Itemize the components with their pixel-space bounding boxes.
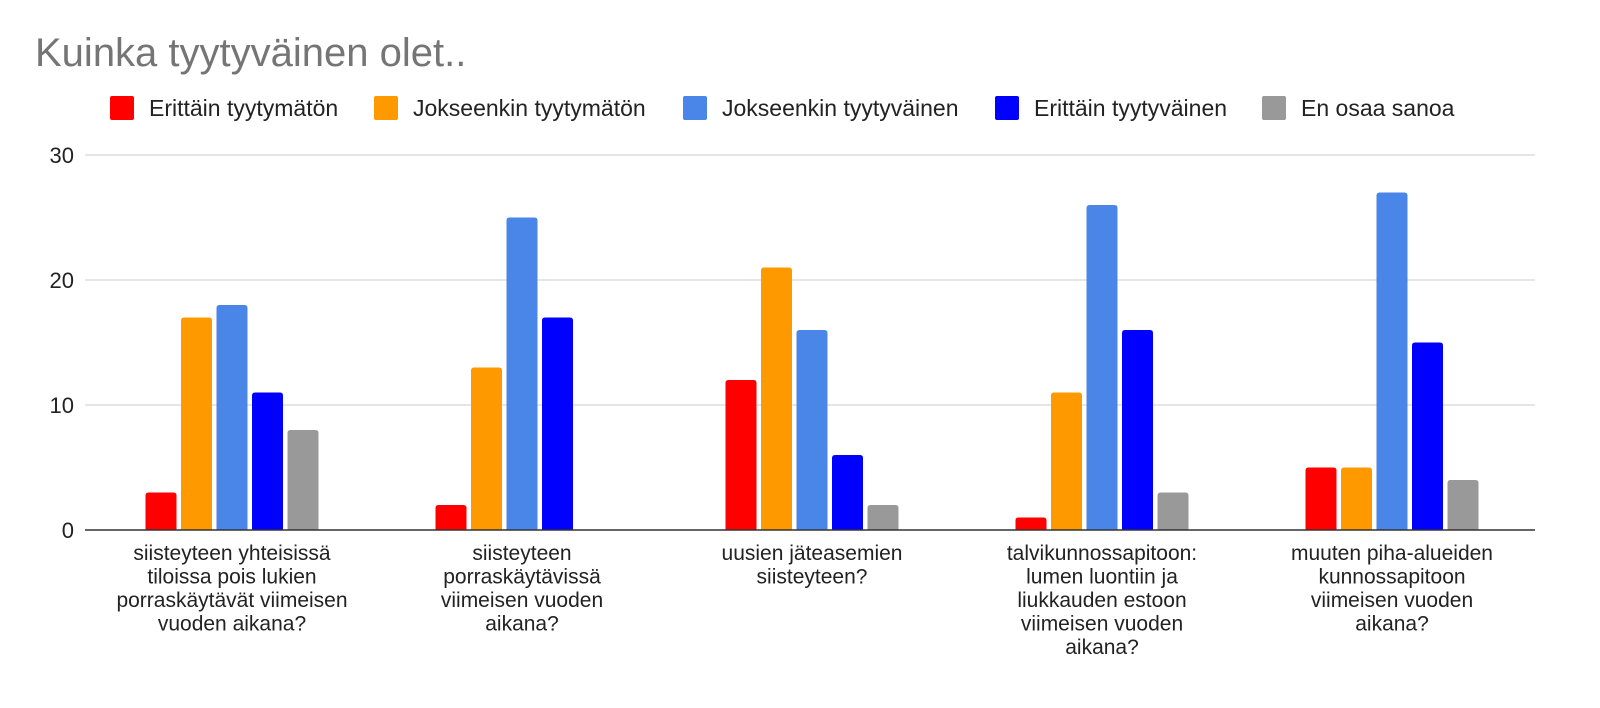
legend-label: En osaa sanoa: [1301, 95, 1455, 121]
legend-swatch: [110, 96, 134, 120]
x-tick-label-line: aikana?: [1065, 636, 1139, 659]
bar: [761, 267, 792, 530]
x-tick-label-line: tiloissa pois lukien: [147, 566, 316, 589]
x-tick-label-line: porraskäytävät viimeisen: [116, 589, 347, 612]
x-tick-label-line: viimeisen vuoden: [441, 589, 603, 612]
x-tick-label: talvikunnossapitoon:lumen luontiin jaliu…: [1007, 542, 1197, 659]
bar: [725, 380, 757, 530]
bar: [1157, 492, 1189, 530]
bar: [1376, 192, 1408, 530]
y-tick-label: 20: [50, 268, 74, 293]
legend-item: Jokseenkin tyytyväinen: [683, 95, 959, 121]
x-tick-label-line: siisteyteen?: [757, 566, 868, 589]
y-tick-label: 10: [50, 393, 74, 418]
y-axis-ticks: 0 10 20 30: [50, 143, 74, 543]
x-tick-label-line: viimeisen vuoden: [1311, 589, 1473, 612]
legend-label: Jokseenkin tyytyväinen: [722, 95, 959, 121]
bar: [181, 317, 212, 530]
x-tick-label: muuten piha-alueidenkunnossapitoonviimei…: [1291, 542, 1493, 636]
bar: [1305, 467, 1337, 530]
x-tick-label-line: porraskäytävissä: [443, 566, 601, 589]
x-tick-label-line: lumen luontiin ja: [1026, 566, 1178, 589]
bars: [145, 192, 1479, 530]
x-tick-label-line: viimeisen vuoden: [1021, 613, 1183, 636]
x-tick-label-line: uusien jäteasemien: [722, 542, 903, 565]
legend-label: Erittäin tyytyväinen: [1034, 95, 1227, 121]
x-tick-label-line: siisteyteen: [472, 542, 571, 565]
x-tick-label-line: aikana?: [1355, 613, 1429, 636]
bar: [1015, 517, 1047, 530]
legend-item: Erittäin tyytyväinen: [995, 95, 1227, 121]
bar: [506, 217, 538, 530]
x-tick-label-line: talvikunnossapitoon:: [1007, 542, 1197, 565]
bar: [1412, 342, 1443, 530]
bar: [1341, 467, 1372, 530]
y-tick-label: 30: [50, 143, 74, 168]
bar: [1122, 330, 1153, 530]
bar: [542, 317, 573, 530]
legend-label: Erittäin tyytymätön: [149, 95, 338, 121]
legend-swatch: [683, 96, 707, 120]
x-tick-label-line: siisteyteen yhteisissä: [133, 542, 331, 565]
bar: [796, 330, 828, 530]
x-tick-label-line: vuoden aikana?: [158, 613, 306, 636]
bar: [1051, 392, 1082, 530]
legend-swatch: [374, 96, 398, 120]
bar: [1086, 205, 1118, 530]
legend-swatch: [1262, 96, 1286, 120]
legend-label: Jokseenkin tyytymätön: [413, 95, 646, 121]
bar: [471, 367, 502, 530]
bar: [832, 455, 863, 530]
legend-item: Erittäin tyytymätön: [110, 95, 338, 121]
bar: [216, 305, 248, 530]
chart-title: Kuinka tyytyväinen olet..: [35, 31, 466, 75]
bar: [145, 492, 177, 530]
y-tick-label: 0: [62, 518, 74, 543]
legend-swatch: [995, 96, 1019, 120]
bar: [867, 505, 899, 530]
legend-item: En osaa sanoa: [1262, 95, 1455, 121]
bar: [252, 392, 283, 530]
x-tick-label-line: liukkauden estoon: [1017, 589, 1186, 612]
x-tick-label-line: kunnossapitoon: [1318, 566, 1465, 589]
x-tick-label-line: aikana?: [485, 613, 559, 636]
x-tick-label-line: muuten piha-alueiden: [1291, 542, 1493, 565]
legend-item: Jokseenkin tyytymätön: [374, 95, 646, 121]
bar: [287, 430, 319, 530]
bar: [435, 505, 467, 530]
legend: Erittäin tyytymätön Jokseenkin tyytymätön…: [110, 95, 1455, 121]
bar: [1447, 480, 1479, 530]
